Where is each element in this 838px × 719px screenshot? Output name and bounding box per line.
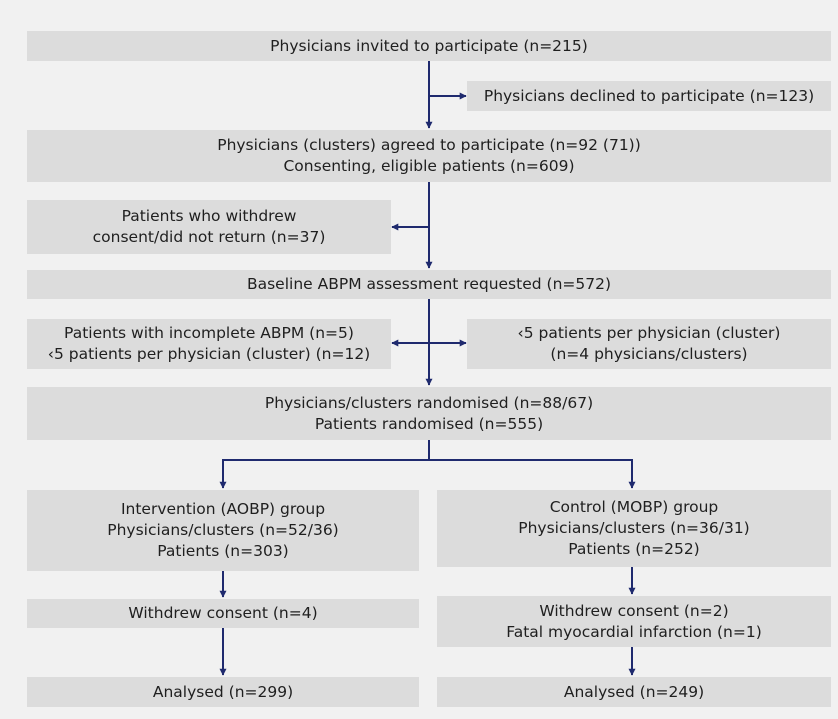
text-baseline-1: Baseline ABPM assessment requested (n=57…: [246, 275, 612, 293]
text-agreed-2: Consenting, eligible patients (n=609): [283, 157, 575, 175]
text-incomplete-2: ‹5 patients per physician (cluster) (n=1…: [47, 345, 371, 363]
box-intervention-analysed: Analysed (n=299): [27, 677, 419, 707]
text-invited-1: Physicians invited to participate (n=215…: [270, 36, 588, 55]
box-control: Control (MOBP) group Physicians/clusters…: [437, 490, 831, 567]
text-intervention-analysed-1: Analysed (n=299): [152, 682, 294, 701]
text-incomplete-1: Patients with incomplete ABPM (n=5): [64, 324, 354, 342]
text-withdrew-early-2: consent/did not return (n=37): [92, 228, 326, 246]
text-declined-1: Physicians declined to participate (n=12…: [483, 86, 815, 105]
text-intervention-3: Patients (n=303): [157, 542, 289, 560]
text-withdrew-early-1: Patients who withdrew: [121, 207, 297, 225]
box-declined: Physicians declined to participate (n=12…: [467, 81, 831, 111]
box-few-patients: ‹5 patients per physician (cluster) (n=4…: [467, 319, 831, 369]
text-control-2: Physicians/clusters (n=36/31): [518, 519, 750, 537]
text-control-analysed-1: Analysed (n=249): [563, 682, 705, 701]
text-control-1: Control (MOBP) group: [549, 498, 719, 516]
box-incomplete: Patients with incomplete ABPM (n=5) ‹5 p…: [27, 319, 391, 369]
text-agreed-1: Physicians (clusters) agreed to particip…: [217, 136, 641, 154]
text-intervention-1: Intervention (AOBP) group: [120, 500, 326, 518]
text-control-withdrew-1: Withdrew consent (n=2): [539, 601, 729, 620]
box-baseline: Baseline ABPM assessment requested (n=57…: [27, 270, 831, 299]
text-intervention-2: Physicians/clusters (n=52/36): [107, 521, 339, 539]
box-randomised: Physicians/clusters randomised (n=88/67)…: [27, 387, 831, 440]
box-intervention-withdrew: Withdrew consent (n=4): [27, 599, 419, 628]
text-control-3: Patients (n=252): [568, 540, 700, 558]
box-agreed: Physicians (clusters) agreed to particip…: [27, 130, 831, 182]
text-randomised-1: Physicians/clusters randomised (n=88/67): [264, 393, 594, 412]
box-control-analysed: Analysed (n=249): [437, 677, 831, 707]
box-intervention: Intervention (AOBP) group Physicians/clu…: [27, 490, 419, 571]
text-intervention-withdrew-1: Withdrew consent (n=4): [128, 604, 318, 622]
text-control-withdrew-2: Fatal myocardial infarction (n=1): [506, 622, 762, 641]
box-control-withdrew: Withdrew consent (n=2) Fatal myocardial …: [437, 596, 831, 647]
text-few-patients-1: ‹5 patients per physician (cluster): [517, 324, 781, 342]
box-invited: Physicians invited to participate (n=215…: [27, 31, 831, 61]
text-few-patients-2: (n=4 physicians/clusters): [550, 345, 748, 363]
text-randomised-2: Patients randomised (n=555): [314, 414, 544, 433]
box-withdrew-early: Patients who withdrew consent/did not re…: [27, 200, 391, 254]
